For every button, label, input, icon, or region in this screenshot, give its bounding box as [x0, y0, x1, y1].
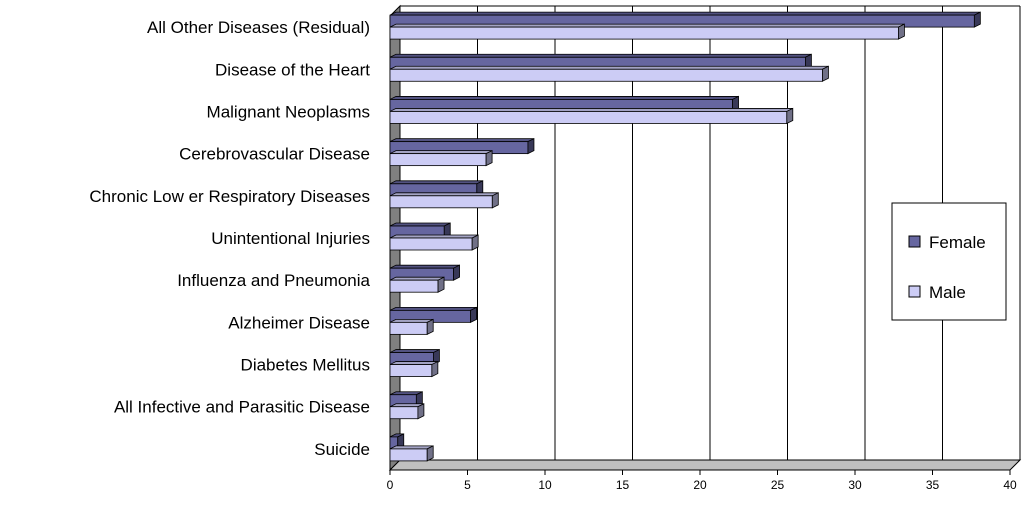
bar-front-face — [389, 406, 419, 420]
category-label: Chronic Low er Respiratory Diseases — [89, 187, 370, 206]
bar-male — [389, 276, 445, 293]
category-label: Disease of the Heart — [215, 60, 370, 79]
bar-top-face — [389, 138, 535, 143]
bar-top-face — [389, 306, 477, 311]
legend: Female Male — [891, 202, 1007, 321]
bar-end-face — [491, 192, 499, 209]
category-label: Suicide — [314, 440, 370, 459]
bar-male — [389, 23, 905, 40]
x-tick-labels: 0 5 10 15 20 25 30 35 40 — [387, 478, 1017, 492]
bar-male — [389, 445, 434, 462]
bar-end-face — [426, 318, 434, 336]
bar-top-face — [389, 65, 829, 70]
category-label: Diabetes Mellitus — [241, 356, 370, 375]
bar-end-face — [527, 137, 535, 155]
bar-end-face — [437, 276, 445, 293]
legend-swatch-male — [908, 285, 921, 298]
bar-top-face — [389, 234, 479, 239]
bar-end-face — [432, 348, 440, 366]
bar-top-face — [389, 264, 460, 269]
bar-end-face — [898, 23, 905, 40]
bar-top-face — [389, 445, 434, 450]
category-label: Cerebrovascular Disease — [179, 145, 370, 164]
x-tick-label: 20 — [693, 478, 707, 492]
legend-label-female: Female — [929, 233, 986, 252]
bar-front-face — [389, 364, 433, 377]
bar-top-face — [389, 276, 445, 281]
bar-front-face — [389, 237, 473, 251]
x-tick-label: 30 — [848, 478, 862, 492]
bar-top-face — [389, 349, 440, 353]
bar-end-face — [426, 445, 434, 462]
category-label: All Infective and Parasitic Disease — [114, 398, 370, 417]
axes — [389, 469, 1011, 475]
bar-top-face — [389, 53, 812, 58]
bar-top-face — [389, 361, 439, 365]
bar-male — [389, 149, 493, 167]
bar-end-face — [973, 11, 981, 28]
bar-female — [389, 433, 405, 450]
bar-end-face — [822, 65, 829, 82]
bar-front-face — [389, 195, 493, 209]
bar-end-face — [786, 107, 794, 125]
bar-male — [389, 318, 434, 336]
legend-box — [891, 202, 1007, 321]
bar-front-face — [389, 68, 823, 82]
category-label: Malignant Neoplasms — [207, 102, 370, 121]
bar-end-face — [471, 234, 479, 251]
bars — [389, 11, 981, 462]
bar-end-face — [453, 264, 460, 281]
x-tick-label: 25 — [771, 478, 785, 492]
bar-end-face — [470, 306, 478, 324]
category-label: Unintentional Injuries — [211, 229, 370, 248]
legend-label-male: Male — [929, 283, 966, 302]
category-label: All Other Diseases (Residual) — [147, 18, 370, 37]
legend-swatch-female — [908, 235, 921, 248]
x-tick-label: 35 — [926, 478, 940, 492]
x-tick-label: 10 — [538, 478, 552, 492]
x-tick-label: 5 — [464, 478, 471, 492]
bar-top-face — [389, 96, 739, 100]
bar-front-face — [389, 448, 428, 462]
bar-top-face — [389, 23, 905, 28]
bar-top-face — [389, 150, 493, 155]
bar-male — [389, 234, 479, 251]
plot-floor — [388, 459, 1022, 471]
bar-top-face — [389, 11, 981, 16]
bar-front-face — [389, 153, 487, 167]
bar-end-face — [431, 360, 439, 378]
category-label: Alzheimer Disease — [228, 313, 370, 332]
bar-top-face — [389, 222, 451, 227]
category-labels: All Other Diseases (Residual) Disease of … — [89, 18, 370, 459]
bar-end-face — [485, 149, 493, 167]
bar-male — [389, 360, 439, 378]
bar-end-face — [417, 403, 425, 420]
bar-male — [389, 192, 499, 209]
bar-front-face — [389, 111, 788, 124]
bar-male — [389, 65, 829, 82]
bar-front-face — [389, 321, 428, 335]
x-tick-label: 15 — [616, 478, 630, 492]
x-tick-label: 0 — [387, 478, 394, 492]
bar-top-face — [389, 318, 434, 323]
bar-front-face — [389, 279, 439, 293]
bar-front-face — [389, 26, 899, 40]
bar-top-face — [389, 180, 483, 185]
bar-male — [389, 403, 425, 420]
category-label: Influenza and Pneumonia — [177, 271, 370, 290]
bar-top-face — [389, 192, 499, 197]
x-tick-label: 40 — [1003, 478, 1017, 492]
bar-top-face — [389, 108, 793, 112]
bar-male — [389, 107, 794, 125]
